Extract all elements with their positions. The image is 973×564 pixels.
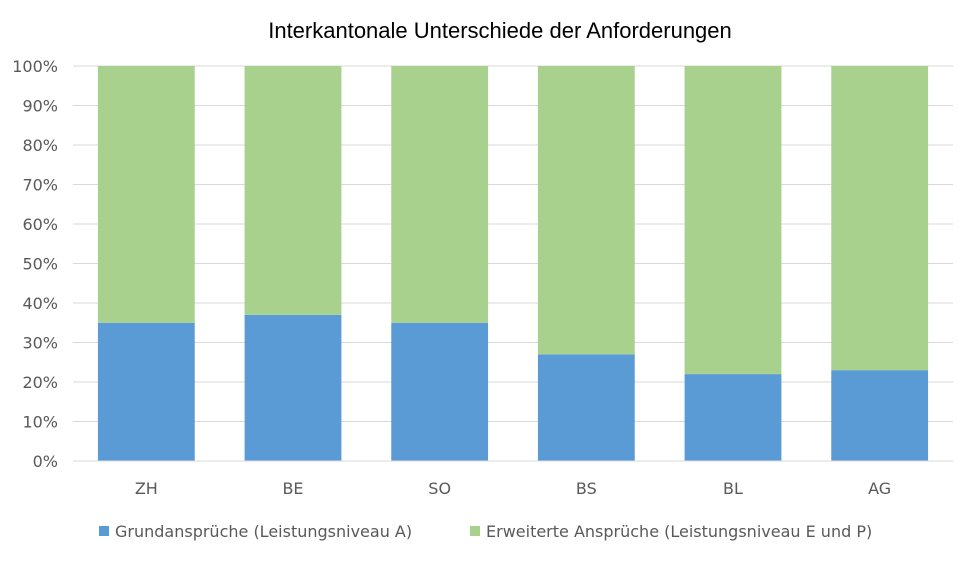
y-tick-label: 40% — [22, 294, 58, 313]
legend-swatch — [99, 526, 109, 536]
bar-bl-series-1 — [684, 374, 782, 461]
y-axis-ticks: 0% 10% 20% 30% 40% 50% 60% 70% 80% 90% 100% — [12, 57, 58, 471]
bars — [97, 66, 929, 461]
x-tick-label: BE — [282, 479, 303, 498]
bar-bl-series-2 — [684, 66, 782, 375]
x-tick-label: AG — [868, 479, 891, 498]
bar-ag-series-2 — [831, 66, 929, 371]
legend-label: Erweiterte Ansprüche (Leistungsniveau E … — [486, 522, 872, 541]
legend-swatch — [470, 526, 480, 536]
y-tick-label: 30% — [22, 334, 58, 353]
legend-label: Grundansprüche (Leistungsniveau A) — [115, 522, 412, 541]
y-tick-label: 60% — [22, 215, 58, 234]
y-tick-label: 70% — [22, 176, 58, 195]
x-tick-label: BS — [576, 479, 597, 498]
y-tick-label: 10% — [22, 413, 58, 432]
bar-bs-series-2 — [537, 66, 635, 355]
x-tick-label: BL — [723, 479, 743, 498]
bar-zh-series-1 — [97, 322, 195, 461]
legend: Grundansprüche (Leistungsniveau A) Erweit… — [99, 522, 872, 541]
bar-so-series-1 — [391, 322, 489, 461]
bar-be-series-1 — [244, 314, 342, 461]
x-axis: ZH BE SO BS BL AG — [73, 460, 953, 498]
y-tick-label: 20% — [22, 373, 58, 392]
bar-so-series-2 — [391, 66, 489, 323]
y-tick-label: 50% — [22, 255, 58, 274]
y-tick-label: 100% — [12, 57, 58, 76]
bar-zh-series-2 — [97, 66, 195, 323]
bar-bs-series-1 — [537, 354, 635, 461]
y-tick-label: 90% — [22, 97, 58, 116]
y-tick-label: 80% — [22, 136, 58, 155]
bar-ag-series-1 — [831, 370, 929, 461]
gridlines — [73, 65, 953, 462]
x-tick-label: ZH — [135, 479, 158, 498]
y-tick-label: 0% — [33, 452, 58, 471]
bar-be-series-2 — [244, 66, 342, 315]
chart-title: Interkantonale Unterschiede der Anforder… — [268, 18, 732, 43]
x-tick-label: SO — [428, 479, 451, 498]
